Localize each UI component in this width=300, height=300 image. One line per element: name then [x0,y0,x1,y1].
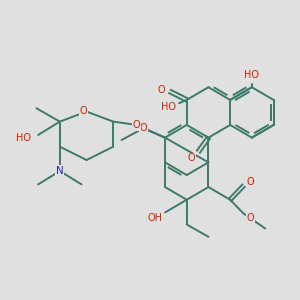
Text: HO: HO [161,102,176,112]
Text: O: O [133,120,140,130]
Text: OH: OH [148,213,163,223]
Text: O: O [246,213,254,223]
Text: O: O [246,177,254,188]
Text: HO: HO [244,70,260,80]
Text: N: N [56,166,64,176]
Text: O: O [188,153,196,163]
Text: O: O [80,106,87,116]
Text: HO: HO [16,133,31,143]
Text: O: O [157,85,165,95]
Text: O: O [140,123,147,133]
